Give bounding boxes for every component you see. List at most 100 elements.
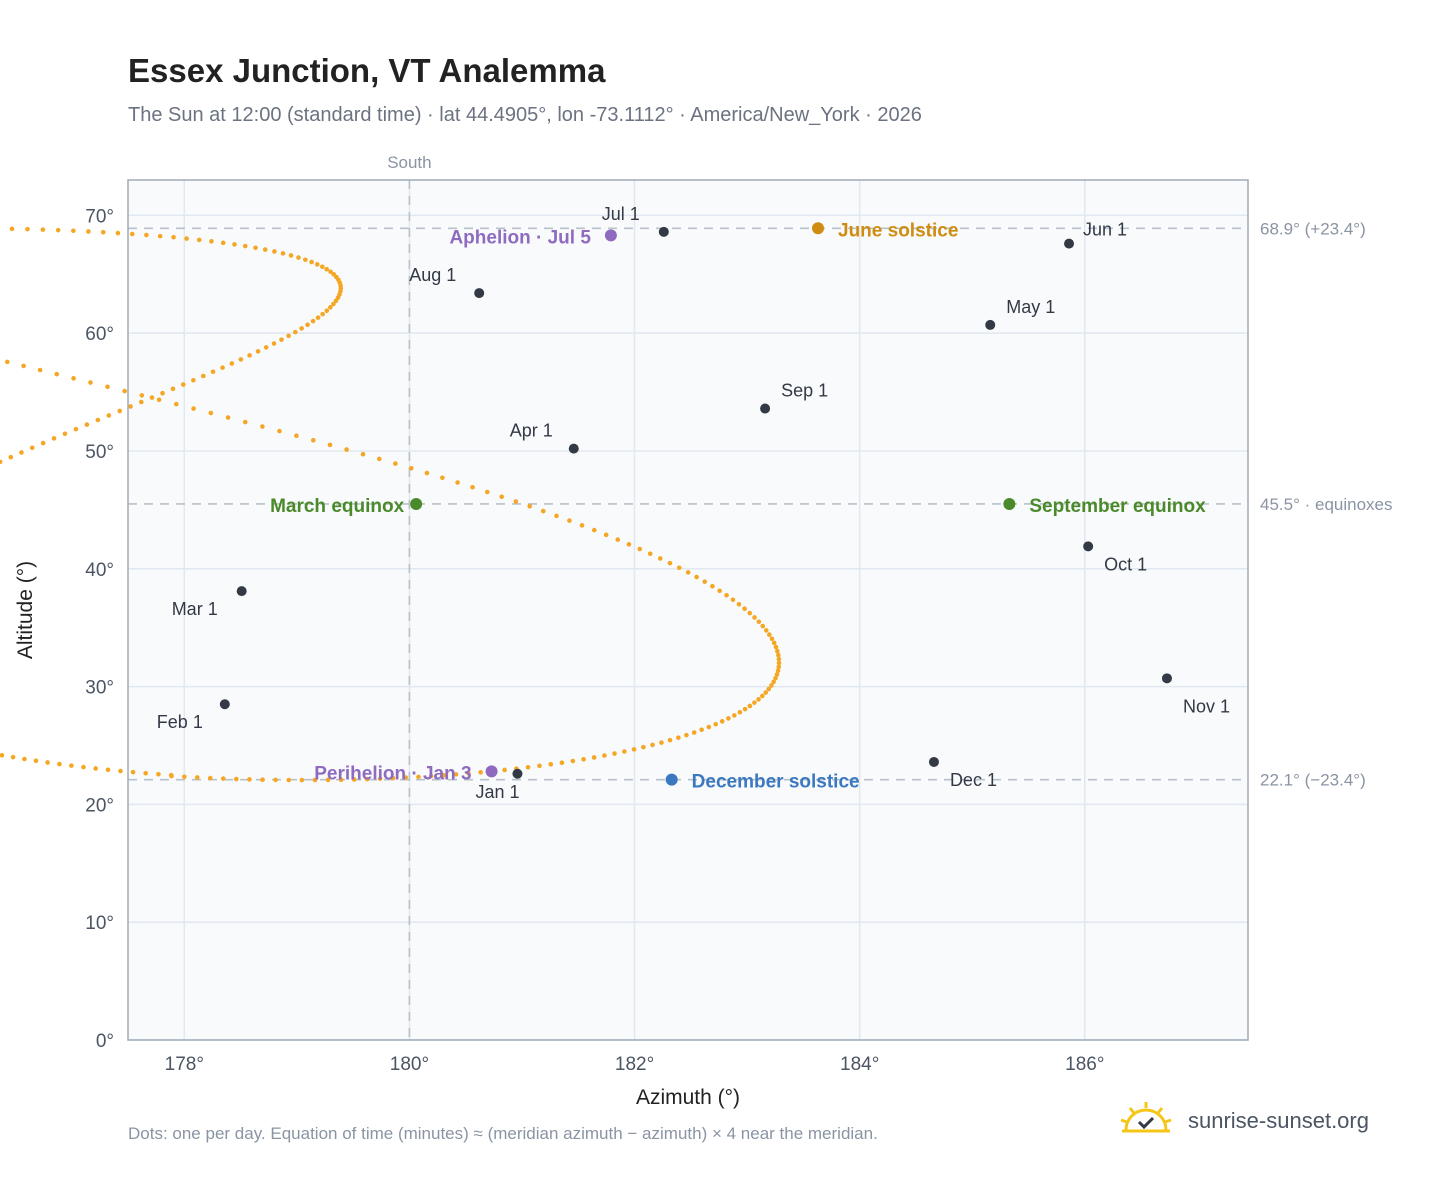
reference-line-label: 68.9° (+23.4°) bbox=[1260, 219, 1366, 238]
day-dot bbox=[376, 456, 382, 462]
day-dot bbox=[10, 754, 16, 760]
day-dot bbox=[262, 247, 268, 252]
day-dot bbox=[775, 648, 780, 654]
footnote: Dots: one per day. Equation of time (min… bbox=[128, 1124, 878, 1143]
day-dot bbox=[659, 740, 664, 745]
day-dot bbox=[238, 357, 244, 362]
day-dot bbox=[360, 451, 366, 457]
day-dot bbox=[286, 777, 292, 783]
y-tick-label: 20° bbox=[85, 795, 114, 816]
day-dot bbox=[315, 315, 321, 320]
day-dot bbox=[416, 774, 421, 780]
month-label: Jan 1 bbox=[475, 782, 519, 802]
day-dot bbox=[288, 253, 294, 258]
day-dot bbox=[209, 239, 214, 244]
day-dot bbox=[626, 542, 632, 547]
x-tick-label: 186° bbox=[1065, 1054, 1104, 1075]
day-dot bbox=[25, 226, 30, 232]
day-dot bbox=[499, 494, 504, 500]
chart-title: Essex Junction, VT Analemma bbox=[128, 52, 606, 89]
day-dot bbox=[8, 454, 14, 460]
day-dot bbox=[466, 771, 471, 776]
day-dot bbox=[328, 305, 333, 310]
y-tick-label: 50° bbox=[85, 442, 114, 463]
day-dot bbox=[650, 742, 655, 748]
day-dot bbox=[139, 399, 144, 405]
event-label: Aphelion · Jul 5 bbox=[449, 227, 591, 248]
day-dot bbox=[364, 776, 370, 782]
event-marker bbox=[665, 773, 678, 786]
day-dot bbox=[579, 523, 585, 528]
day-dot bbox=[726, 716, 731, 721]
day-dot bbox=[220, 240, 226, 246]
day-dot bbox=[774, 672, 780, 677]
day-dot bbox=[229, 361, 235, 366]
day-dot bbox=[525, 764, 531, 770]
day-dot bbox=[310, 318, 316, 324]
day-dot bbox=[470, 484, 475, 490]
day-dot bbox=[194, 775, 200, 780]
month-label: Dec 1 bbox=[950, 770, 997, 790]
day-dot bbox=[55, 227, 61, 233]
day-dot bbox=[537, 763, 542, 769]
reference-line-label: 22.1° (−23.4°) bbox=[1260, 771, 1366, 790]
month-label: Mar 1 bbox=[172, 599, 218, 619]
plot-frame bbox=[127, 179, 1249, 1041]
day-dot bbox=[724, 592, 729, 598]
day-dot bbox=[309, 259, 314, 265]
day-dot bbox=[344, 447, 349, 452]
month-marker bbox=[760, 403, 771, 414]
day-dot bbox=[130, 769, 136, 775]
day-dot bbox=[220, 365, 225, 370]
day-dot bbox=[299, 777, 305, 783]
month-label: Aug 1 bbox=[409, 265, 456, 285]
plot-background bbox=[128, 180, 1248, 1040]
day-dot bbox=[71, 376, 76, 381]
day-dot bbox=[81, 764, 86, 770]
day-dot bbox=[513, 499, 519, 504]
day-dot bbox=[253, 245, 258, 251]
day-dot bbox=[247, 777, 252, 782]
day-dot bbox=[756, 697, 761, 702]
day-dot bbox=[139, 393, 145, 398]
day-dot bbox=[143, 770, 148, 776]
month-marker bbox=[474, 288, 485, 299]
day-dot bbox=[207, 775, 213, 781]
day-dot bbox=[455, 480, 460, 485]
day-dot bbox=[324, 266, 330, 272]
day-dot bbox=[622, 749, 627, 754]
day-dot bbox=[0, 459, 3, 465]
day-dot bbox=[272, 249, 277, 254]
y-tick-label: 0° bbox=[96, 1031, 114, 1052]
day-dot bbox=[174, 401, 179, 407]
month-marker bbox=[1083, 541, 1094, 552]
event-marker bbox=[485, 765, 498, 778]
month-label: Apr 1 bbox=[510, 421, 553, 441]
y-tick-label: 30° bbox=[85, 678, 114, 699]
day-dot bbox=[710, 583, 715, 589]
day-dot bbox=[581, 756, 586, 762]
brand-link[interactable]: sunrise-sunset.org bbox=[1118, 1100, 1369, 1141]
day-dot bbox=[84, 422, 90, 427]
day-dot bbox=[260, 777, 265, 782]
day-dot bbox=[776, 656, 782, 662]
day-dot bbox=[263, 345, 269, 350]
day-dot bbox=[149, 395, 155, 400]
day-dot bbox=[742, 706, 748, 712]
event-markers: March equinox June solstice September equi… bbox=[270, 220, 1206, 792]
reference-line-label: 45.5° · equinoxes bbox=[1260, 495, 1393, 514]
day-dot bbox=[478, 770, 483, 775]
y-axis-ticks: 0° 10° 20° 30° 40° 50° 60° 70° bbox=[85, 206, 114, 1052]
reference-lines: 68.9° (+23.4°) 45.5° · equinoxes 22.1° (−2… bbox=[128, 219, 1393, 790]
day-dot bbox=[760, 623, 766, 629]
day-dot bbox=[234, 776, 239, 782]
day-dot bbox=[424, 470, 430, 476]
analemma-path bbox=[0, 226, 782, 783]
day-dot bbox=[69, 763, 74, 768]
day-dot bbox=[484, 489, 490, 495]
day-dot bbox=[29, 445, 35, 451]
day-dot bbox=[37, 367, 43, 373]
day-dot bbox=[713, 721, 718, 727]
day-dot bbox=[736, 601, 742, 607]
day-dot bbox=[242, 243, 248, 249]
